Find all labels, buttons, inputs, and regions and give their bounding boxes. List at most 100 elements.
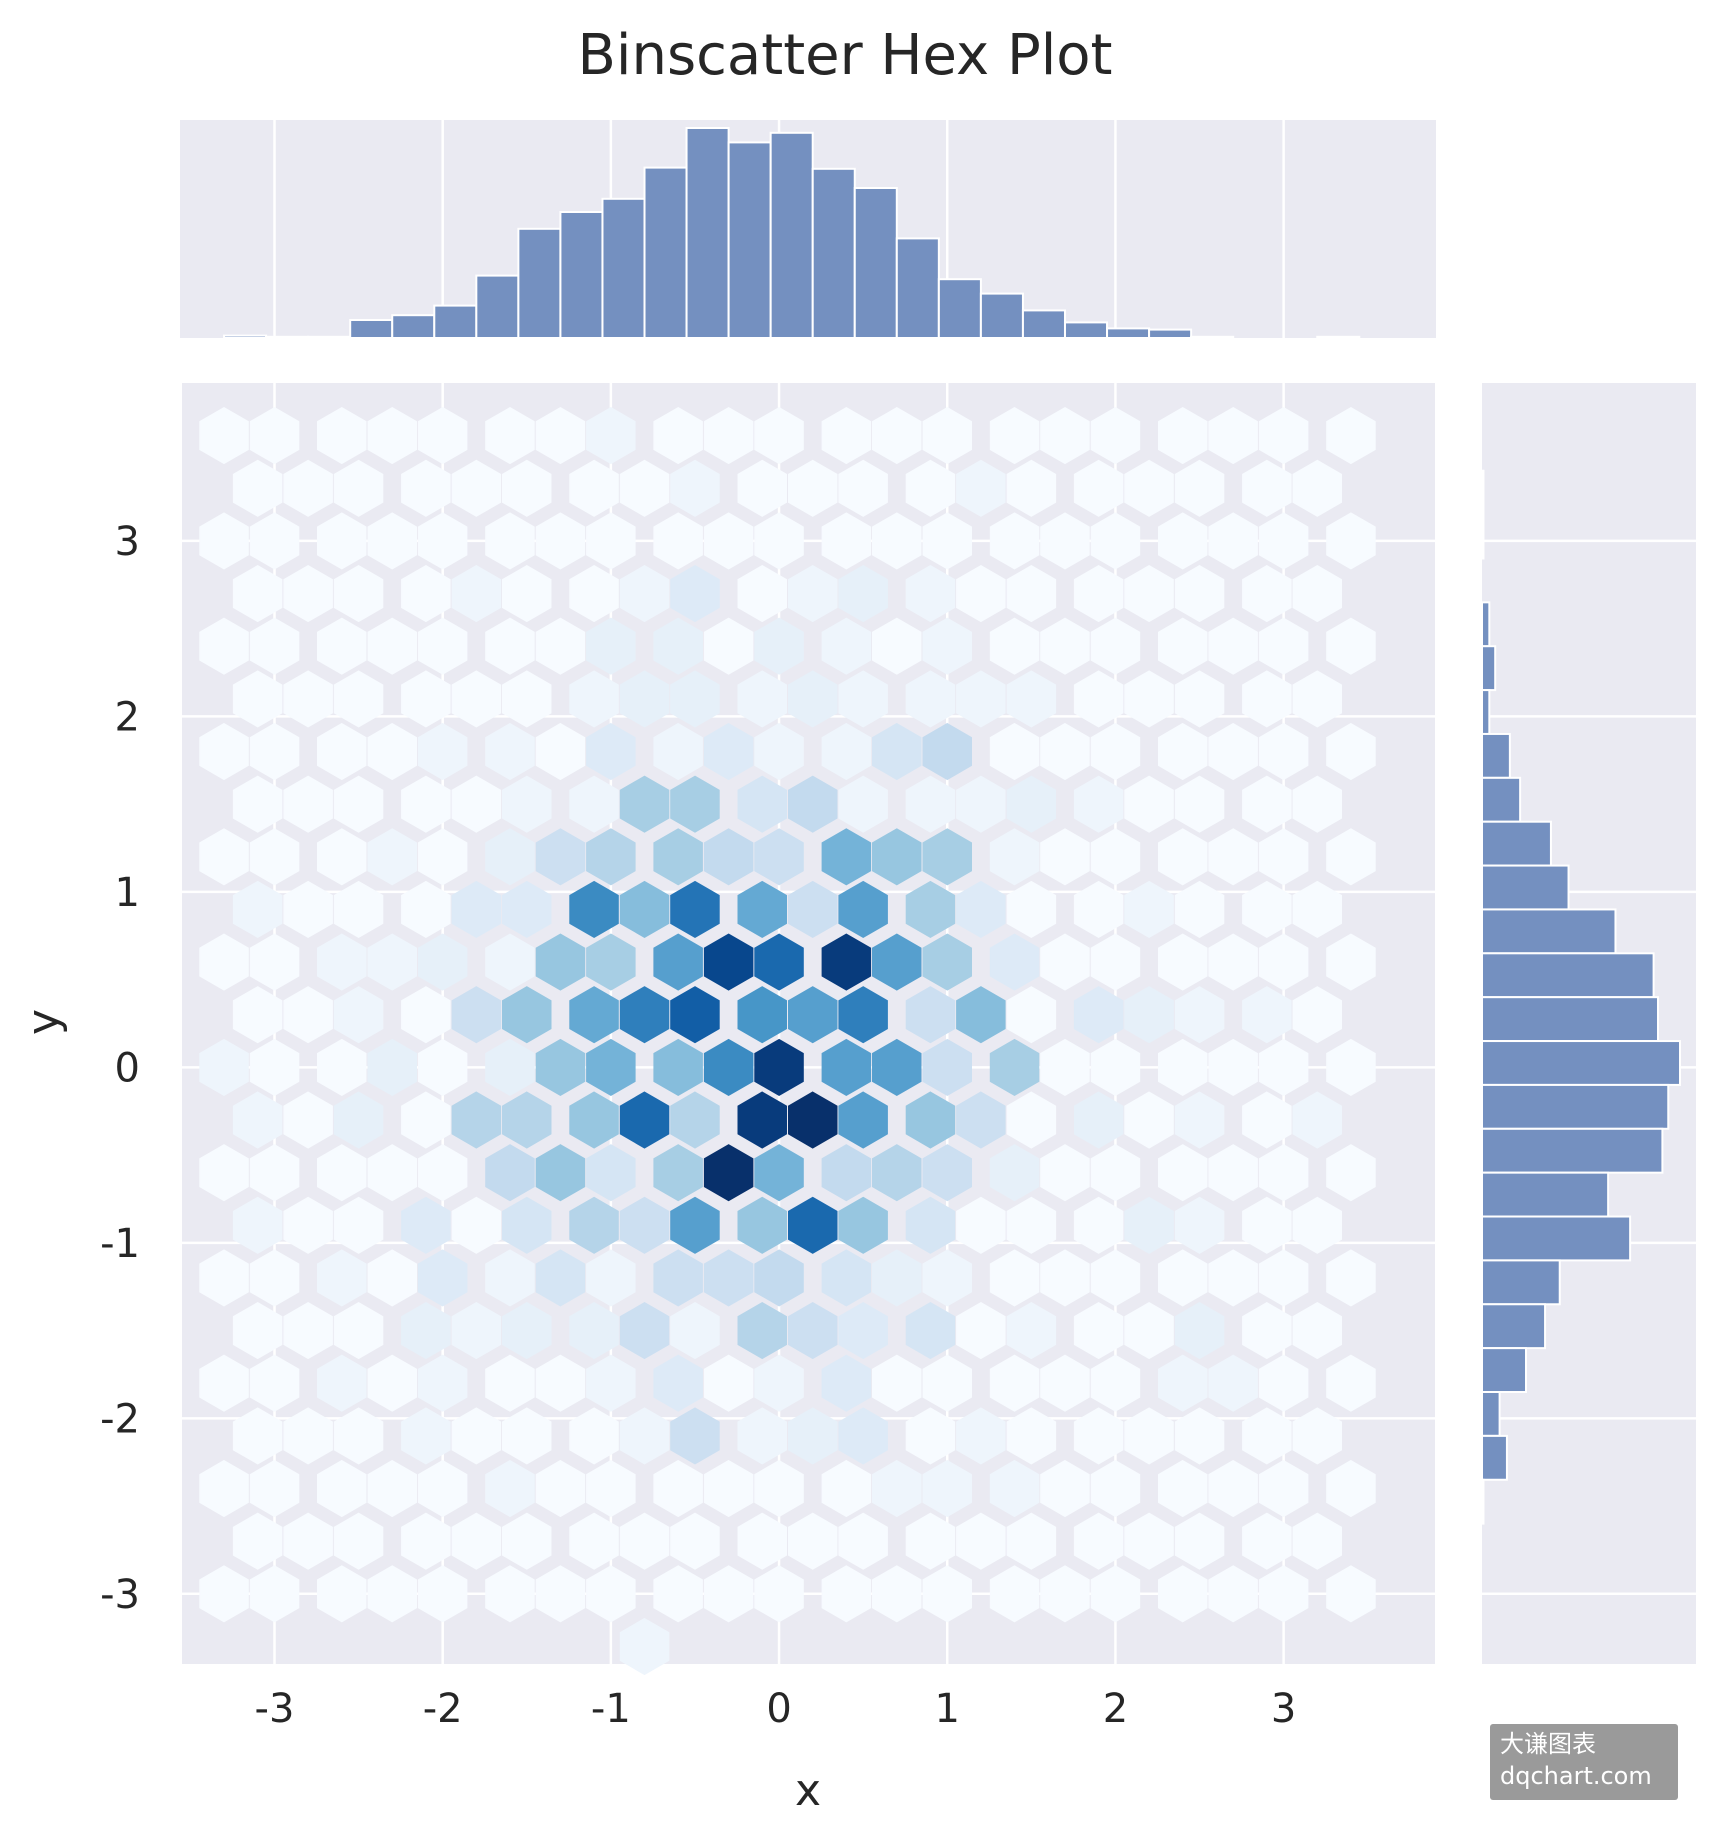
hex-cell: [754, 1038, 804, 1096]
hex-cell: [401, 1302, 451, 1360]
watermark-line-1: 大谦图表: [1500, 1730, 1596, 1758]
hex-cell: [586, 512, 636, 570]
hex-cell: [485, 828, 535, 886]
hex-cell: [1040, 722, 1090, 781]
hex-cell: [1158, 617, 1208, 675]
hex-cell: [417, 1565, 468, 1623]
hex-cell: [199, 617, 249, 675]
hex-cell: [1158, 1459, 1208, 1518]
hex-cell: [788, 565, 838, 623]
hex-cell: [956, 986, 1006, 1044]
hex-cell: [232, 986, 283, 1044]
hex-cell: [905, 1091, 956, 1149]
hex-cell: [653, 407, 703, 465]
hex-cell: [821, 407, 872, 465]
x-marginal-bar: [223, 334, 268, 340]
hex-cell: [1326, 1459, 1376, 1518]
x-marginal-bar: [1190, 335, 1235, 339]
hex-cell: [922, 1565, 972, 1623]
hex-cell: [1292, 1091, 1342, 1149]
y-marginal-bar: [1481, 732, 1511, 779]
hex-cell: [989, 1144, 1040, 1202]
hex-cell: [1090, 722, 1141, 781]
hex-cell: [1040, 1144, 1090, 1202]
hex-cell: [1208, 1354, 1258, 1412]
hex-cell: [1326, 1144, 1376, 1202]
hex-cell: [1326, 933, 1376, 991]
hex-cell: [586, 1459, 636, 1518]
hex-cell: [905, 880, 956, 938]
hex-cell: [1040, 1565, 1090, 1623]
hex-cell: [838, 775, 888, 833]
hex-cell: [535, 1038, 586, 1096]
hex-cell: [754, 512, 804, 570]
y-marginal-bar: [1481, 776, 1522, 823]
hex-cell: [653, 722, 703, 781]
hex-cell: [249, 407, 300, 465]
hex-cell: [199, 1038, 249, 1096]
hex-cell: [283, 1091, 333, 1149]
hex-cell: [872, 407, 922, 465]
hex-cell: [502, 670, 552, 728]
y-marginal-bar: [1481, 601, 1491, 648]
hex-cell: [1040, 407, 1090, 465]
hex-cell: [872, 1354, 922, 1412]
x-marginal-bar: [685, 127, 730, 339]
hex-cell: [956, 1091, 1006, 1149]
hex-cell: [1006, 459, 1057, 517]
hex-cell: [905, 1302, 956, 1360]
hex-cell: [1124, 880, 1174, 938]
hex-cell: [1292, 880, 1342, 938]
hex-cell: [417, 828, 468, 886]
y-marginal-bar: [1481, 864, 1570, 911]
x-marginal-bar: [391, 314, 436, 340]
hex-cell: [653, 1565, 703, 1623]
hex-cell: [401, 1407, 451, 1465]
hex-cell: [502, 880, 552, 938]
hex-cell: [989, 617, 1040, 675]
hex-cell: [232, 1091, 283, 1149]
hex-cell: [989, 1354, 1040, 1412]
hex-cell: [367, 407, 417, 465]
x-marginal-bar: [265, 335, 310, 339]
hex-cell: [535, 1144, 586, 1202]
hex-cell: [905, 565, 956, 623]
hex-cell: [232, 670, 283, 728]
hex-cell: [283, 459, 333, 517]
hex-cell: [619, 459, 670, 517]
y-marginal-bar: [1481, 1215, 1632, 1262]
hex-cell: [821, 1565, 872, 1623]
hex-cell: [1258, 1354, 1309, 1412]
hex-cell: [922, 407, 972, 465]
hex-cell: [905, 1407, 956, 1465]
hex-cell: [417, 1249, 468, 1307]
hex-cell: [670, 1196, 720, 1254]
hex-cell: [1258, 1565, 1309, 1623]
hex-cell: [586, 1249, 636, 1307]
hex-cell: [199, 1354, 249, 1412]
hex-cell: [451, 880, 502, 938]
hex-cell: [956, 775, 1006, 833]
hex-cell: [619, 1617, 670, 1676]
hex-cell: [922, 933, 972, 991]
hex-cell: [569, 1091, 619, 1149]
hex-cell: [569, 1512, 619, 1570]
hex-cell: [754, 933, 804, 991]
hex-cell: [737, 986, 787, 1044]
hex-cell: [989, 1038, 1040, 1096]
y-marginal-bar: [1481, 689, 1491, 735]
hex-cell: [670, 1407, 720, 1465]
hex-cell: [872, 1144, 922, 1202]
hex-cell: [989, 933, 1040, 991]
hex-cell: [1258, 1249, 1309, 1307]
hex-cell: [586, 1038, 636, 1096]
hex-cell: [502, 775, 552, 833]
hex-cell: [989, 722, 1040, 781]
hex-cell: [199, 1459, 249, 1518]
y-tick-label: -1: [100, 1221, 140, 1267]
hex-cell: [535, 407, 586, 465]
hex-cell: [401, 775, 451, 833]
hex-cell: [619, 986, 670, 1044]
hex-cell: [283, 565, 333, 623]
